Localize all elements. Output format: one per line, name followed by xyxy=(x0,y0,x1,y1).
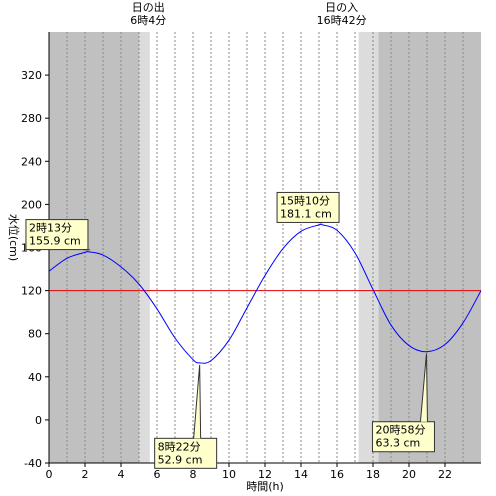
y-tick-label: 200 xyxy=(21,198,42,211)
x-tick-label: 2 xyxy=(82,468,89,481)
y-tick-label: 240 xyxy=(21,155,42,168)
twilight-band xyxy=(358,32,379,463)
series-layer xyxy=(48,223,482,364)
callout-value: 52.9 cm xyxy=(158,453,203,466)
twilight-band xyxy=(139,32,150,463)
callout-pointer xyxy=(419,353,428,422)
x-tick-label: 6 xyxy=(154,468,161,481)
y-tick-label: 320 xyxy=(21,69,42,82)
x-tick-label: 4 xyxy=(118,468,125,481)
callout-box xyxy=(25,219,89,251)
sunrise-time: 6時4分 xyxy=(130,14,166,27)
axis-layer: -400408012016020024028032002468101214161… xyxy=(21,69,452,481)
callout-time: 20時58分 xyxy=(375,424,425,437)
x-axis-title: 時間(h) xyxy=(246,480,284,493)
x-tick-label: 14 xyxy=(294,468,308,481)
callout-box xyxy=(154,437,218,469)
callout-value: 155.9 cm xyxy=(29,235,81,248)
night-band xyxy=(378,32,481,463)
sunset-time: 16時42分 xyxy=(317,14,367,27)
x-tick-label: 12 xyxy=(258,468,272,481)
callout-value: 63.3 cm xyxy=(375,437,420,450)
callout-pointer xyxy=(193,364,202,439)
callout-value: 181.1 cm xyxy=(280,207,332,220)
x-tick-label: 8 xyxy=(190,468,197,481)
callout-box xyxy=(276,191,340,223)
x-tick-label: 18 xyxy=(366,468,380,481)
y-tick-label: 80 xyxy=(28,328,42,341)
sun-label-layer: 日の出 6時4分 日の入 16時42分 xyxy=(130,0,366,27)
night-shading-layer xyxy=(49,32,481,463)
x-tick-label: 10 xyxy=(222,468,236,481)
sunrise-label: 日の出 xyxy=(132,0,165,14)
x-tick-label: 22 xyxy=(438,468,452,481)
x-tick-label: 16 xyxy=(330,468,344,481)
x-tick-label: 0 xyxy=(46,468,53,481)
callout-box xyxy=(371,421,435,453)
y-tick-label: 280 xyxy=(21,112,42,125)
sunset-label: 日の入 xyxy=(325,1,358,14)
y-tick-label: -40 xyxy=(24,457,42,470)
x-tick-label: 20 xyxy=(402,468,416,481)
y-tick-label: 40 xyxy=(28,371,42,384)
y-tick-label: 0 xyxy=(35,414,42,427)
y-axis-title: 水位(cm) xyxy=(7,214,21,261)
callout-time: 15時10分 xyxy=(280,194,330,207)
y-tick-label: 120 xyxy=(21,285,42,298)
callout-time: 2時13分 xyxy=(29,222,72,235)
callout-time: 8時22分 xyxy=(158,440,201,453)
tide-line xyxy=(48,223,482,364)
